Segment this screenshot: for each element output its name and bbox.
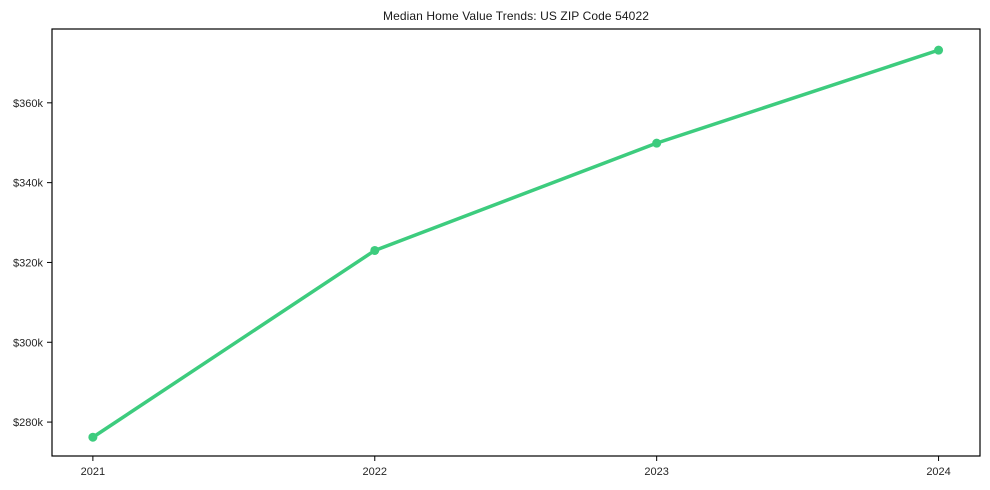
trend-line <box>91 48 941 439</box>
y-tick-label: $340k <box>13 178 43 190</box>
x-tick-label: 2023 <box>644 466 668 478</box>
data-point-marker <box>934 45 944 55</box>
data-point-marker <box>88 432 98 442</box>
x-tick-label: 2024 <box>926 466 950 478</box>
y-tick-label: $320k <box>13 257 43 269</box>
y-tick-label: $360k <box>13 98 43 110</box>
chart-title: Median Home Value Trends: US ZIP Code 54… <box>382 9 649 23</box>
data-point-marker <box>370 245 380 255</box>
x-tick-label: 2022 <box>363 466 387 478</box>
data-point-marker <box>652 138 662 148</box>
y-tick-label: $280k <box>13 417 43 429</box>
x-tick-label: 2021 <box>81 466 105 478</box>
plot-frame <box>51 28 981 457</box>
y-tick-label: $300k <box>13 337 43 349</box>
